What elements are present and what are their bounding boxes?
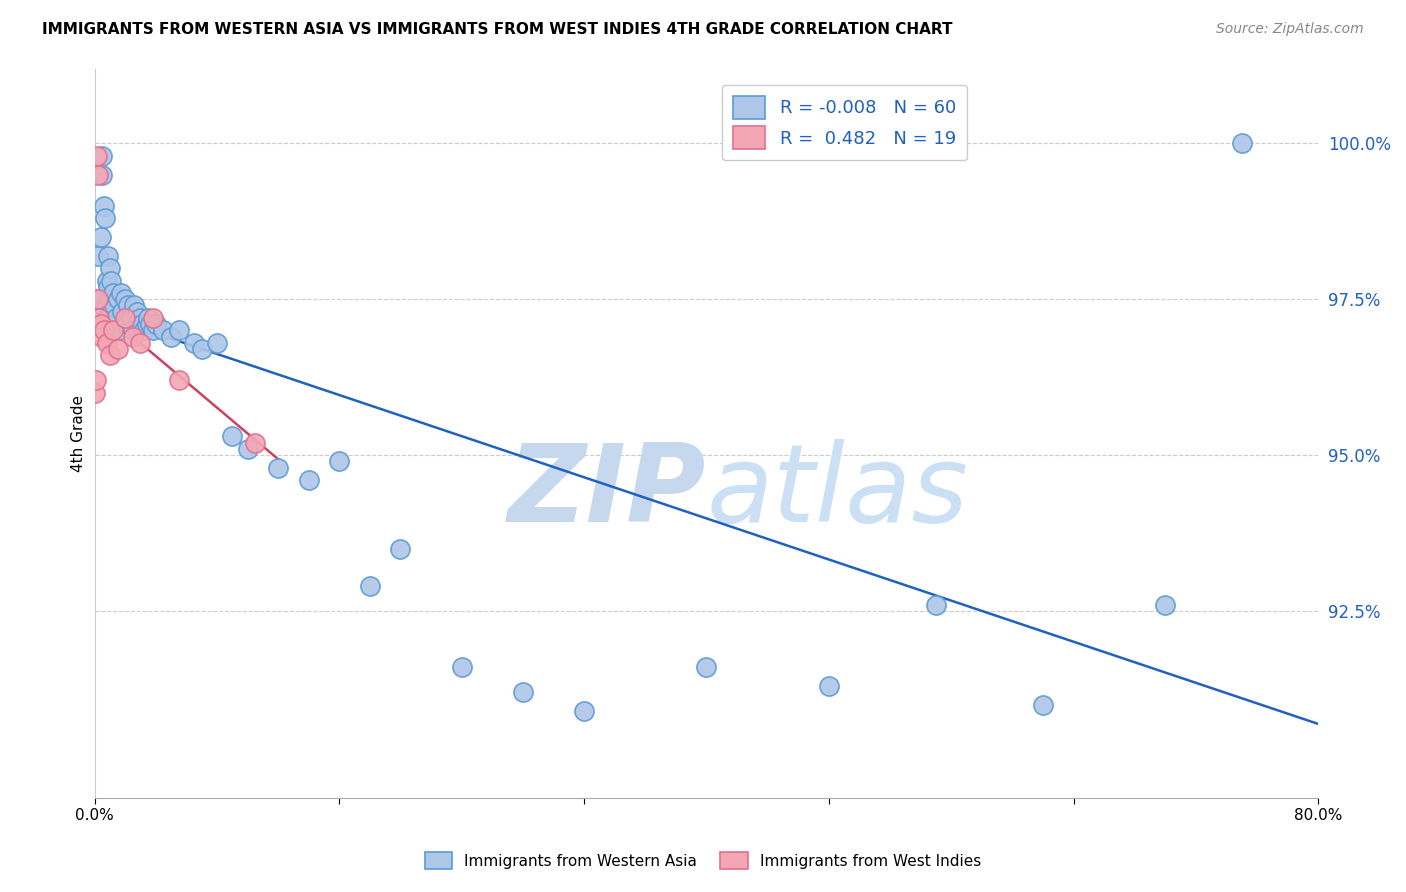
Point (121, 323, 143, 337)
Point (121, 329, 143, 343)
Point (135, 317, 157, 331)
Text: ZIP: ZIP (508, 439, 706, 545)
Point (695, 660, 717, 674)
Point (97, 279, 120, 293)
Point (450, 660, 472, 674)
Point (267, 460, 290, 475)
Point (129, 310, 152, 325)
Point (93, 199, 115, 213)
Point (205, 335, 228, 350)
Point (138, 317, 160, 331)
Point (925, 598, 948, 612)
Point (1154, 598, 1177, 612)
Point (101, 323, 124, 337)
Point (96, 335, 118, 350)
Point (389, 541, 412, 556)
Y-axis label: 4th Grade: 4th Grade (72, 395, 86, 472)
Text: Source: ZipAtlas.com: Source: ZipAtlas.com (1216, 22, 1364, 37)
Point (328, 454, 350, 468)
Point (89, 310, 111, 325)
Legend: Immigrants from Western Asia, Immigrants from West Indies: Immigrants from Western Asia, Immigrants… (419, 846, 987, 875)
Point (101, 285, 124, 300)
Point (100, 273, 122, 287)
Point (103, 298, 125, 312)
Point (136, 310, 159, 325)
Point (167, 373, 190, 387)
Point (124, 298, 146, 312)
Point (111, 304, 134, 318)
Point (1230, 136, 1253, 151)
Point (114, 292, 136, 306)
Point (142, 310, 165, 325)
Point (115, 317, 138, 331)
Point (98, 348, 121, 362)
Point (183, 335, 205, 350)
Point (91, 168, 114, 182)
Point (89, 292, 111, 306)
Point (243, 435, 266, 450)
Point (221, 429, 243, 443)
Legend: R = -0.008   N = 60, R =  0.482   N = 19: R = -0.008 N = 60, R = 0.482 N = 19 (721, 85, 966, 161)
Point (512, 685, 534, 699)
Point (104, 310, 127, 325)
Point (93, 323, 115, 337)
Point (129, 335, 152, 350)
Point (1032, 698, 1054, 712)
Point (86, 168, 108, 182)
Point (98, 292, 121, 306)
Point (97, 249, 120, 263)
Point (91, 329, 114, 343)
Point (96, 298, 118, 312)
Point (86, 249, 108, 263)
Point (87, 292, 110, 306)
Point (142, 323, 165, 337)
Point (101, 317, 124, 331)
Point (145, 317, 167, 331)
Point (132, 323, 155, 337)
Point (359, 579, 381, 593)
Point (152, 323, 174, 337)
Point (96, 273, 118, 287)
Point (117, 298, 139, 312)
Point (86, 149, 108, 163)
Point (84, 385, 107, 400)
Point (84, 373, 107, 387)
Point (572, 704, 595, 718)
Text: atlas: atlas (706, 439, 969, 544)
Point (90, 317, 112, 331)
Point (167, 323, 190, 337)
Point (107, 342, 129, 356)
Point (131, 317, 153, 331)
Point (160, 329, 183, 343)
Point (90, 230, 112, 244)
Point (236, 442, 259, 456)
Point (298, 473, 321, 487)
Point (94, 211, 117, 226)
Point (107, 292, 129, 306)
Point (108, 323, 131, 337)
Point (120, 310, 142, 325)
Point (91, 149, 114, 163)
Point (114, 310, 136, 325)
Point (100, 304, 122, 318)
Point (817, 679, 839, 693)
Point (110, 285, 132, 300)
Text: IMMIGRANTS FROM WESTERN ASIA VS IMMIGRANTS FROM WEST INDIES 4TH GRADE CORRELATIO: IMMIGRANTS FROM WESTERN ASIA VS IMMIGRAN… (42, 22, 953, 37)
Point (190, 342, 212, 356)
Point (127, 304, 149, 318)
Point (98, 261, 121, 276)
